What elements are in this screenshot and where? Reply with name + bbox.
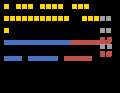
Bar xyxy=(78,4,83,9)
Bar xyxy=(82,40,87,45)
Bar xyxy=(4,56,22,61)
Bar xyxy=(76,40,81,45)
Bar xyxy=(10,16,15,21)
Bar xyxy=(106,40,111,45)
Bar xyxy=(10,40,15,45)
Bar xyxy=(84,4,89,9)
Bar xyxy=(70,40,75,45)
Bar xyxy=(107,44,112,49)
Bar xyxy=(52,4,57,9)
Bar xyxy=(70,40,107,45)
Bar xyxy=(4,4,9,9)
Bar xyxy=(64,40,69,45)
Bar xyxy=(64,16,69,21)
Bar xyxy=(46,16,51,21)
Bar xyxy=(46,40,51,45)
Bar xyxy=(22,16,27,21)
Bar xyxy=(82,16,87,21)
Bar xyxy=(40,4,45,9)
Bar xyxy=(100,40,105,45)
Bar xyxy=(64,56,92,61)
Bar xyxy=(34,40,39,45)
Bar xyxy=(16,40,21,45)
Bar xyxy=(106,16,111,21)
Bar xyxy=(106,28,111,33)
Bar xyxy=(94,16,99,21)
Bar xyxy=(100,40,105,45)
Bar xyxy=(4,28,9,33)
Bar xyxy=(16,16,21,21)
Bar xyxy=(28,4,33,9)
Bar xyxy=(40,40,45,45)
Bar xyxy=(106,40,111,45)
Bar xyxy=(58,16,63,21)
Bar xyxy=(100,51,105,56)
Bar xyxy=(28,40,33,45)
Bar xyxy=(94,40,99,45)
Bar xyxy=(100,28,105,33)
Bar xyxy=(100,52,105,57)
Bar xyxy=(40,16,45,21)
Bar xyxy=(88,40,93,45)
Bar xyxy=(100,44,105,49)
Bar xyxy=(58,40,63,45)
Bar xyxy=(88,16,93,21)
Bar xyxy=(52,40,57,45)
Bar xyxy=(72,4,77,9)
Bar xyxy=(4,16,9,21)
Bar xyxy=(4,40,70,45)
Bar xyxy=(100,37,105,42)
Bar xyxy=(100,16,105,21)
Bar xyxy=(28,16,33,21)
Bar xyxy=(4,40,9,45)
Bar xyxy=(16,4,21,9)
Bar xyxy=(52,16,57,21)
Bar xyxy=(107,37,112,42)
Bar xyxy=(22,4,27,9)
Bar xyxy=(46,4,51,9)
Bar xyxy=(106,52,111,57)
Bar xyxy=(58,4,63,9)
Bar xyxy=(34,16,39,21)
Bar xyxy=(28,56,58,61)
Bar xyxy=(107,51,112,56)
Bar xyxy=(22,40,27,45)
